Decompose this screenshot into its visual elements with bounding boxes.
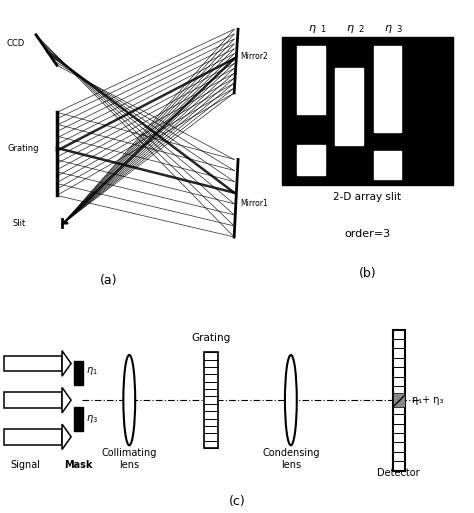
Text: η₁+ η₃: η₁+ η₃ (411, 395, 443, 405)
Bar (297, 145, 325, 175)
Text: 3: 3 (397, 25, 402, 34)
Text: Grating: Grating (8, 144, 39, 153)
Text: Grating: Grating (191, 333, 231, 343)
Text: $\eta$: $\eta$ (308, 23, 316, 35)
Bar (4, 429, 62, 445)
Polygon shape (62, 351, 71, 376)
Text: Mask: Mask (64, 460, 93, 470)
Text: 1: 1 (320, 25, 325, 34)
Text: Mirror1: Mirror1 (241, 199, 268, 208)
Text: $\eta$: $\eta$ (384, 23, 393, 35)
Text: Signal: Signal (11, 460, 41, 470)
Bar (74, 361, 82, 385)
Bar (282, 37, 453, 185)
Bar (392, 330, 404, 471)
Ellipse shape (285, 355, 297, 445)
Bar (297, 46, 325, 114)
Bar (4, 356, 62, 371)
Text: Condensing
lens: Condensing lens (262, 448, 319, 470)
Bar (392, 393, 404, 407)
Text: Detector: Detector (377, 468, 420, 478)
Bar (336, 68, 363, 145)
Text: CCD: CCD (6, 38, 24, 48)
Polygon shape (62, 424, 71, 449)
Bar (74, 407, 82, 431)
Text: 2: 2 (358, 25, 364, 34)
Text: $\eta_3$: $\eta_3$ (86, 413, 98, 425)
Bar (374, 151, 401, 179)
Text: Collimating
lens: Collimating lens (101, 448, 157, 470)
Bar (204, 352, 218, 448)
Text: (a): (a) (100, 274, 118, 287)
Text: Slit: Slit (12, 219, 26, 228)
Text: $\eta_1$: $\eta_1$ (86, 365, 98, 378)
Ellipse shape (123, 355, 135, 445)
Text: order=3: order=3 (344, 229, 391, 239)
Text: (c): (c) (228, 495, 246, 507)
Bar (374, 46, 401, 132)
Text: $\eta$: $\eta$ (346, 23, 355, 35)
Bar (4, 392, 62, 408)
Text: Mirror2: Mirror2 (241, 52, 268, 62)
Text: 2-D array slit: 2-D array slit (333, 192, 401, 202)
Polygon shape (62, 387, 71, 413)
Text: (b): (b) (358, 267, 376, 280)
